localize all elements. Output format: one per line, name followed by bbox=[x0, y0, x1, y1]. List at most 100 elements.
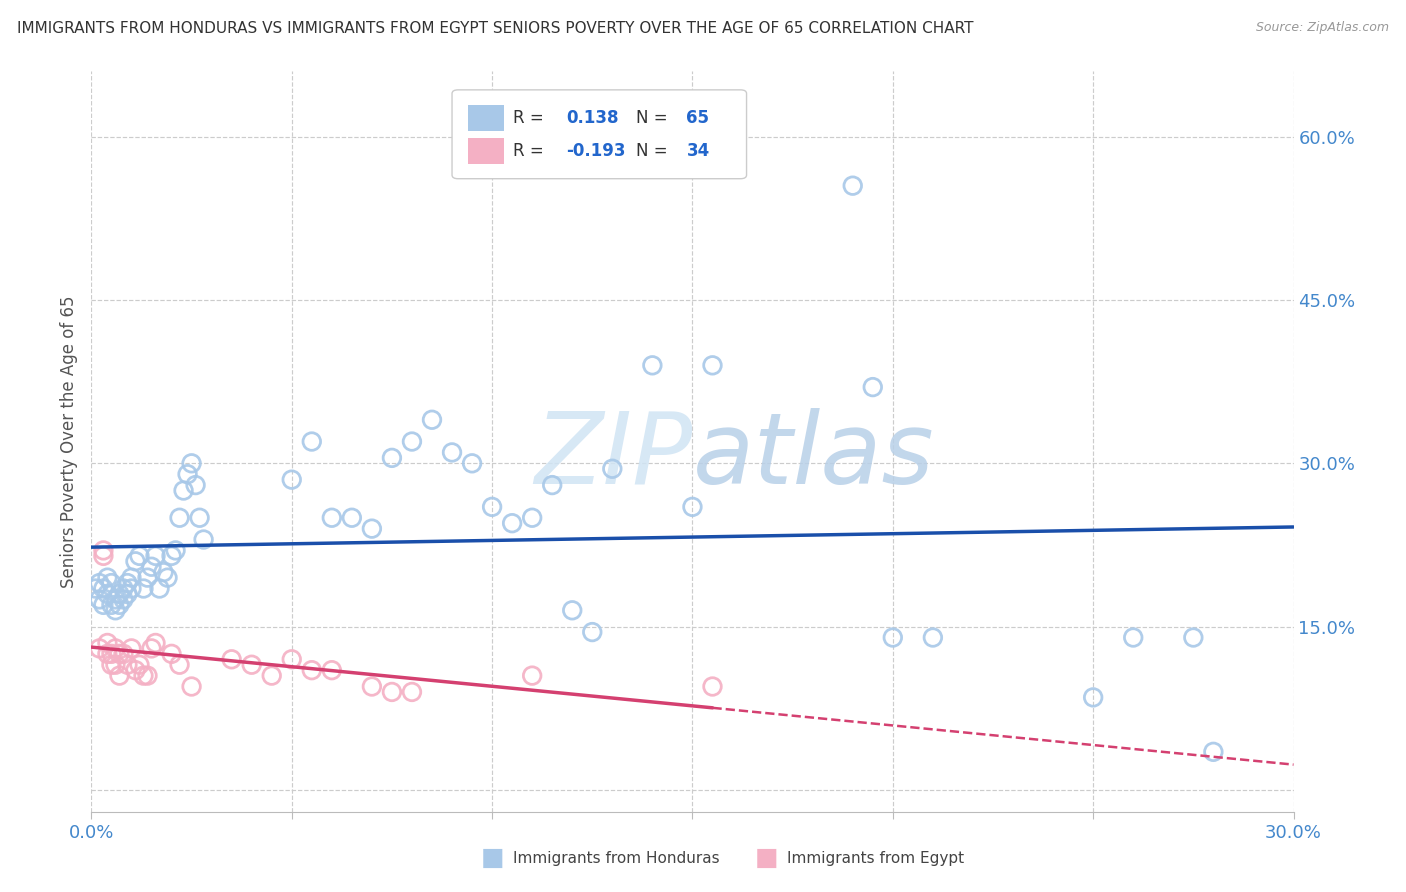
Text: ■: ■ bbox=[755, 847, 778, 870]
Point bbox=[381, 685, 404, 699]
Point bbox=[193, 533, 215, 547]
Point bbox=[89, 592, 111, 607]
Text: IMMIGRANTS FROM HONDURAS VS IMMIGRANTS FROM EGYPT SENIORS POVERTY OVER THE AGE O: IMMIGRANTS FROM HONDURAS VS IMMIGRANTS F… bbox=[17, 21, 973, 36]
Point bbox=[581, 625, 603, 640]
Point bbox=[180, 456, 202, 470]
Point bbox=[176, 467, 198, 482]
Text: 65: 65 bbox=[686, 109, 710, 127]
Point bbox=[481, 500, 503, 514]
Point bbox=[145, 636, 167, 650]
Point bbox=[260, 668, 283, 682]
Point bbox=[124, 554, 146, 568]
Point bbox=[96, 647, 118, 661]
Point bbox=[522, 668, 544, 682]
Point bbox=[108, 668, 131, 682]
Text: -0.193: -0.193 bbox=[567, 143, 626, 161]
Point bbox=[84, 582, 107, 596]
Point bbox=[541, 478, 564, 492]
Text: ZIP: ZIP bbox=[534, 408, 692, 505]
Point bbox=[104, 603, 127, 617]
Point bbox=[862, 380, 884, 394]
Point bbox=[340, 510, 363, 524]
Point bbox=[281, 652, 304, 666]
Point bbox=[420, 413, 443, 427]
FancyBboxPatch shape bbox=[468, 104, 503, 130]
Text: Immigrants from Honduras: Immigrants from Honduras bbox=[513, 851, 720, 865]
Point bbox=[104, 641, 127, 656]
Point bbox=[108, 647, 131, 661]
Point bbox=[124, 663, 146, 677]
Point bbox=[108, 598, 131, 612]
Text: 0.138: 0.138 bbox=[567, 109, 619, 127]
Point bbox=[702, 680, 724, 694]
Point bbox=[136, 571, 159, 585]
Point bbox=[112, 647, 135, 661]
Point bbox=[165, 543, 187, 558]
Point bbox=[1182, 631, 1205, 645]
Point bbox=[128, 657, 150, 672]
Point bbox=[156, 571, 179, 585]
FancyBboxPatch shape bbox=[451, 90, 747, 178]
Text: R =: R = bbox=[513, 109, 550, 127]
Point bbox=[89, 641, 111, 656]
Point bbox=[104, 657, 127, 672]
Point bbox=[1202, 745, 1225, 759]
Point bbox=[301, 434, 323, 449]
Point bbox=[602, 462, 624, 476]
Point bbox=[381, 450, 404, 465]
Point bbox=[112, 592, 135, 607]
Point bbox=[93, 543, 115, 558]
Point bbox=[173, 483, 195, 498]
Point bbox=[93, 598, 115, 612]
Point bbox=[160, 549, 183, 563]
Point bbox=[702, 359, 724, 373]
Point bbox=[96, 587, 118, 601]
Point bbox=[922, 631, 945, 645]
Point bbox=[169, 657, 191, 672]
Text: N =: N = bbox=[636, 143, 673, 161]
Point bbox=[121, 571, 143, 585]
Point bbox=[112, 582, 135, 596]
Point bbox=[117, 657, 139, 672]
Point bbox=[100, 657, 122, 672]
Point bbox=[145, 549, 167, 563]
Point bbox=[321, 510, 343, 524]
Point bbox=[1122, 631, 1144, 645]
Point bbox=[136, 668, 159, 682]
Point bbox=[522, 510, 544, 524]
Point bbox=[221, 652, 243, 666]
Point bbox=[96, 571, 118, 585]
Point bbox=[128, 549, 150, 563]
Point bbox=[360, 522, 382, 536]
Point bbox=[100, 598, 122, 612]
Point bbox=[141, 559, 163, 574]
Point bbox=[93, 582, 115, 596]
Point bbox=[100, 576, 122, 591]
Point bbox=[148, 582, 170, 596]
Point bbox=[104, 592, 127, 607]
Point bbox=[440, 445, 463, 459]
Point bbox=[240, 657, 263, 672]
Point bbox=[117, 587, 139, 601]
Point bbox=[401, 685, 423, 699]
Point bbox=[108, 587, 131, 601]
Point bbox=[180, 680, 202, 694]
FancyBboxPatch shape bbox=[468, 138, 503, 164]
Point bbox=[188, 510, 211, 524]
Point bbox=[100, 647, 122, 661]
Text: 34: 34 bbox=[686, 143, 710, 161]
Text: atlas: atlas bbox=[692, 408, 934, 505]
Point bbox=[132, 582, 155, 596]
Point bbox=[321, 663, 343, 677]
Point bbox=[169, 510, 191, 524]
Point bbox=[641, 359, 664, 373]
Text: Immigrants from Egypt: Immigrants from Egypt bbox=[787, 851, 965, 865]
Point bbox=[841, 178, 863, 193]
Point bbox=[93, 549, 115, 563]
Point bbox=[89, 576, 111, 591]
Point bbox=[401, 434, 423, 449]
Point bbox=[882, 631, 904, 645]
Point bbox=[184, 478, 207, 492]
Text: N =: N = bbox=[636, 109, 673, 127]
Point bbox=[141, 641, 163, 656]
